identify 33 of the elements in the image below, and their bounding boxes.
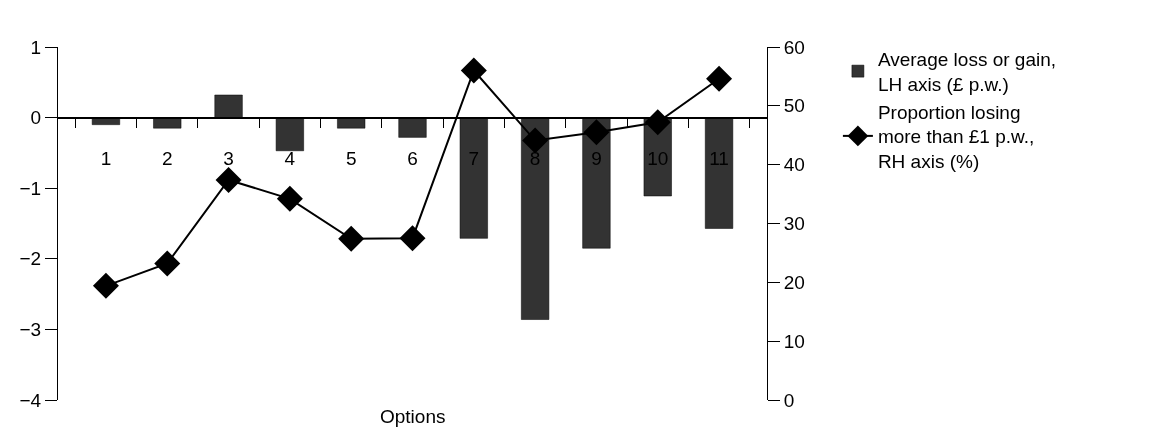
y2-tick-label: 20 (783, 271, 805, 293)
y2-tick-label: 30 (783, 213, 805, 235)
y-tick-label: −1 (19, 177, 42, 199)
point (92, 272, 119, 299)
legend-label: Proportion losing more than £1 p.w., RH axis (%) (877, 101, 1035, 172)
y2-tick-label: 0 (783, 389, 795, 411)
y-tick-label: −3 (19, 319, 42, 341)
point (706, 65, 733, 92)
x-tick-label: 1 (100, 148, 112, 170)
point (460, 57, 487, 84)
x-tick-label: 6 (407, 148, 418, 170)
point (522, 127, 549, 154)
y-tick-label: −2 (19, 248, 42, 270)
point (215, 166, 242, 193)
x-tick-label: 5 (345, 148, 357, 170)
point (644, 109, 671, 136)
point (154, 250, 181, 277)
y2-tick-label: 10 (783, 330, 805, 352)
point (399, 225, 426, 252)
y2-tick-label: 50 (783, 95, 805, 117)
y-tick-label: 0 (30, 107, 42, 129)
point (338, 225, 365, 252)
legend-label: Average loss or gain, LH axis (£ p.w.) (877, 49, 1057, 95)
y2-tick-label: 40 (783, 154, 805, 176)
point (583, 119, 610, 146)
x-tick-label: 3 (223, 148, 234, 170)
point (276, 185, 303, 212)
x-axis-title: Options (380, 406, 446, 427)
y-tick-label: −4 (19, 389, 42, 411)
x-tick-label: 4 (284, 148, 296, 170)
y2-tick-label: 60 (783, 36, 805, 58)
y-tick-label: 1 (30, 36, 42, 58)
x-tick-label: 2 (161, 148, 173, 170)
